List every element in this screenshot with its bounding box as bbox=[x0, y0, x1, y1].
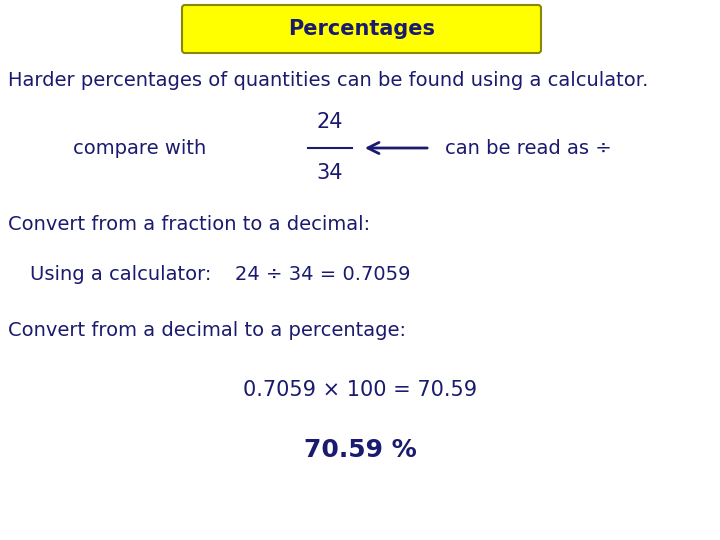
Text: Percentages: Percentages bbox=[288, 19, 435, 39]
Text: 34: 34 bbox=[317, 163, 343, 183]
Text: 24: 24 bbox=[317, 112, 343, 132]
Text: compare with: compare with bbox=[73, 138, 207, 158]
Text: Convert from a fraction to a decimal:: Convert from a fraction to a decimal: bbox=[8, 215, 370, 234]
Text: 0.7059 × 100 = 70.59: 0.7059 × 100 = 70.59 bbox=[243, 380, 477, 400]
Text: 24 ÷ 34 = 0.7059: 24 ÷ 34 = 0.7059 bbox=[235, 266, 410, 285]
Text: can be read as ÷: can be read as ÷ bbox=[445, 138, 612, 158]
Text: Harder percentages of quantities can be found using a calculator.: Harder percentages of quantities can be … bbox=[8, 71, 649, 90]
FancyBboxPatch shape bbox=[182, 5, 541, 53]
Text: 70.59 %: 70.59 % bbox=[304, 438, 416, 462]
Text: Using a calculator:: Using a calculator: bbox=[30, 266, 212, 285]
Text: Convert from a decimal to a percentage:: Convert from a decimal to a percentage: bbox=[8, 321, 406, 340]
